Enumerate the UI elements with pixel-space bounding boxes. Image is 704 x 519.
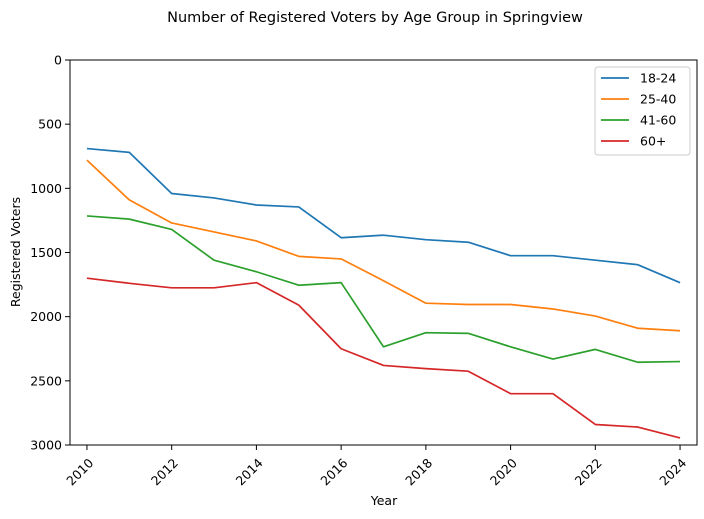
x-tick-label: 2012 xyxy=(148,455,181,488)
x-tick-label: 2016 xyxy=(317,455,350,488)
series-group xyxy=(86,147,681,439)
x-tick-label: 2020 xyxy=(487,455,520,488)
y-tick-label: 2000 xyxy=(30,309,62,324)
legend-label: 18-24 xyxy=(640,71,676,86)
y-axis: 0 500 1000 1500 2000 2500 3000 xyxy=(30,53,70,453)
chart-title: Number of Registered Voters by Age Group… xyxy=(167,10,583,26)
legend: 18-24 25-40 41-60 60+ xyxy=(594,66,691,156)
legend-label: 60+ xyxy=(640,134,666,149)
x-tick-label: 2010 xyxy=(63,455,96,488)
x-tick-label: 2022 xyxy=(572,455,605,488)
y-axis-title: Registered Voters xyxy=(8,197,23,307)
legend-box xyxy=(594,66,691,156)
legend-label: 25-40 xyxy=(640,92,676,107)
series-line-60+ xyxy=(86,277,681,439)
x-tick-label: 2024 xyxy=(656,455,689,488)
y-tick-label: 0 xyxy=(54,53,62,68)
y-tick-label: 3000 xyxy=(30,438,62,453)
x-axis-title: Year xyxy=(370,493,398,508)
y-tick-label: 1000 xyxy=(30,181,62,196)
x-tick-label: 2018 xyxy=(402,455,435,488)
y-tick-label: 500 xyxy=(38,117,62,132)
x-tick-label: 2014 xyxy=(233,455,266,488)
legend-label: 41-60 xyxy=(640,113,676,128)
y-tick-label: 1500 xyxy=(30,245,62,260)
x-axis: 2010 2012 2014 2016 2018 2020 2022 2024 xyxy=(63,445,689,488)
series-line-25-40 xyxy=(86,159,681,332)
series-line-18-24 xyxy=(86,147,681,284)
y-tick-label: 2500 xyxy=(30,373,62,388)
series-line-41-60 xyxy=(86,215,681,364)
